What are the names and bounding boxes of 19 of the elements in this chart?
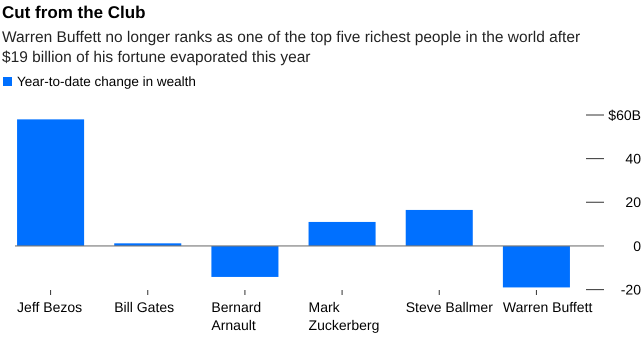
y-tick-label: 40	[625, 150, 642, 167]
x-tick-label: Bill Gates	[114, 299, 174, 315]
bar	[502, 246, 570, 288]
y-tick-label: $60B	[608, 106, 641, 123]
x-tick-label: Warren Buffett	[502, 299, 592, 315]
bar	[308, 222, 376, 246]
y-tick-label: 0	[633, 238, 642, 254]
x-tick-label: Mark Zuckerberg	[308, 299, 380, 333]
y-tick-label: -20	[620, 282, 642, 298]
bar	[211, 246, 278, 277]
x-tick-label: Jeff Bezos	[17, 299, 82, 315]
x-tick-label: Steve Ballmer	[406, 299, 494, 315]
bar	[406, 210, 473, 246]
chart-title: Cut from the Club	[2, 3, 146, 22]
bar	[17, 119, 84, 246]
chart-subtitle: Warren Buffett no longer ranks as one of the top five richest people in the world after $19 billion of his fortune evaporated this year	[2, 29, 580, 66]
y-tick-label: 20	[625, 194, 642, 210]
legend-label: Year-to-date change in wealth	[17, 74, 196, 89]
x-tick-label: Bernard Arnault	[211, 299, 262, 333]
